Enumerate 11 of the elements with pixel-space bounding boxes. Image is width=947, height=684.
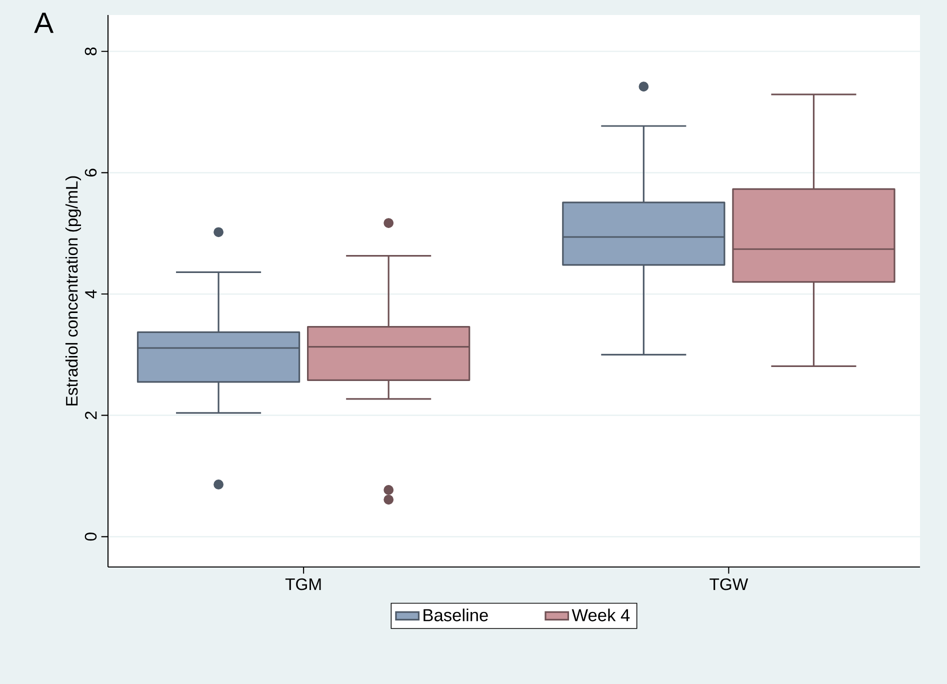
y-axis-title: Estradiol concentration (pg/mL): [65, 176, 81, 406]
chart-title: A: [34, 12, 54, 33]
x-tick-label: TGW: [710, 578, 748, 590]
x-tick-label: TGM: [285, 578, 321, 590]
y-tick-label: 0: [84, 532, 97, 541]
y-tick-label: 6: [84, 168, 97, 177]
y-tick-label: 2: [85, 412, 97, 420]
legend-label: Week 4: [572, 608, 630, 622]
y-tick-label: 4: [85, 290, 97, 298]
legend-label: Baseline: [424, 608, 488, 622]
y-tick-label: 8: [84, 47, 97, 56]
